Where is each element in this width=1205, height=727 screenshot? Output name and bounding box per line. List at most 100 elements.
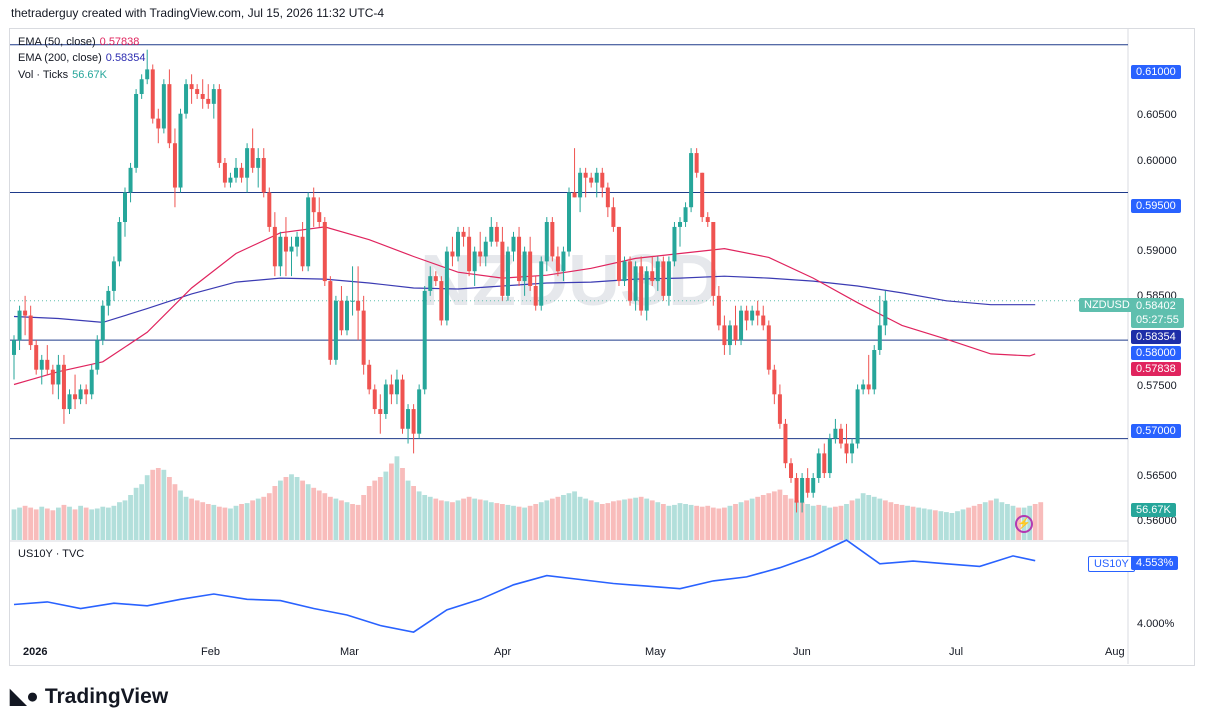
last-price-badge: 0.58402 05:27:55 <box>1131 298 1184 328</box>
volume-bar <box>744 500 749 540</box>
volume-bar <box>738 502 744 540</box>
candle-body <box>23 310 28 316</box>
volume-bar <box>494 503 500 540</box>
candle-body <box>106 290 111 306</box>
volume-bar <box>655 502 661 540</box>
volume-bar <box>916 507 922 540</box>
candle-body <box>483 241 488 257</box>
volume-bar <box>1010 505 1016 540</box>
volume-bar <box>155 468 161 540</box>
price-tick: 0.56500 <box>1137 470 1177 482</box>
candle-body <box>850 443 855 454</box>
candle-body <box>539 261 544 306</box>
volume-bar <box>749 498 755 540</box>
candle-body <box>422 290 427 390</box>
volume-bar <box>150 469 156 540</box>
volume-bar <box>361 495 367 540</box>
candle-body <box>239 167 244 178</box>
volume-bar <box>905 505 910 540</box>
candle-body <box>12 340 16 355</box>
candle-body <box>361 310 366 365</box>
legend-ema200[interactable]: EMA (200, close) 0.58354 <box>18 52 146 64</box>
candle-body <box>611 207 616 227</box>
candle-body <box>661 261 666 296</box>
volume-bar <box>100 506 106 540</box>
candle-body <box>478 251 483 257</box>
candle-body <box>222 162 227 183</box>
candle-body <box>95 340 100 370</box>
candle-body <box>505 251 510 296</box>
candle-body <box>838 428 843 444</box>
legend-volume[interactable]: Vol · Ticks 56.67K <box>18 69 107 81</box>
candle-body <box>722 325 727 346</box>
volume-bar <box>94 508 100 540</box>
candle-body <box>289 246 294 252</box>
candle-body <box>306 197 311 267</box>
candle-body <box>522 251 527 282</box>
candle-body <box>855 389 860 444</box>
legend-ema50[interactable]: EMA (50, close) 0.57838 <box>18 36 139 48</box>
volume-bar <box>466 496 472 540</box>
volume-bar <box>411 486 416 540</box>
volume-bar <box>67 506 72 540</box>
candle-body <box>322 222 327 282</box>
candle-body <box>622 261 627 282</box>
ema200-badge: 0.58354 <box>1131 330 1181 344</box>
candle-body <box>167 84 172 144</box>
volume-bar <box>394 456 400 540</box>
candle-body <box>678 222 682 227</box>
volume-bar <box>216 506 222 540</box>
time-tick: Jun <box>793 646 811 658</box>
volume-bar <box>11 509 17 540</box>
volume-bar <box>327 496 333 540</box>
volume-bar <box>572 491 577 540</box>
candle-body <box>189 84 194 90</box>
volume-bar <box>305 484 311 540</box>
volume-bar <box>805 504 811 540</box>
tradingview-logo[interactable]: ◣● TradingView <box>10 684 168 709</box>
volume-bar <box>83 507 89 540</box>
legend-ema50-label: EMA (50, close) <box>18 36 96 48</box>
volume-bar <box>1038 502 1044 540</box>
volume-bar <box>882 500 888 540</box>
candle-body <box>311 197 316 213</box>
volume-bar <box>117 502 122 540</box>
candle-body <box>689 153 694 208</box>
volume-bar <box>849 500 855 540</box>
candle-body <box>583 172 588 178</box>
volume-bar <box>644 498 650 540</box>
candle-body <box>267 192 272 227</box>
chart-attribution: thetraderguy created with TradingView.co… <box>11 6 385 20</box>
volume-bar <box>527 505 533 540</box>
volume-bar <box>727 505 733 540</box>
volume-bar <box>422 495 428 540</box>
volume-bar <box>205 504 211 540</box>
volume-bar <box>200 502 206 540</box>
volume-bar <box>272 486 278 540</box>
lightning-icon[interactable]: ⚡ <box>1015 515 1033 533</box>
candle-body <box>406 409 411 429</box>
candle-body <box>200 94 205 99</box>
volume-bar <box>78 505 83 540</box>
volume-bar <box>616 500 622 540</box>
volume-bar <box>344 502 350 540</box>
candle-body <box>700 172 705 218</box>
candle-body <box>389 384 394 395</box>
candle-body <box>444 251 449 321</box>
candle-body <box>217 89 222 163</box>
volume-bar <box>122 500 128 540</box>
volume-bar <box>777 489 783 540</box>
volume-bar <box>488 502 494 540</box>
candle-body <box>594 172 599 183</box>
candle-body <box>295 236 300 247</box>
volume-bar <box>33 509 39 540</box>
candle-body <box>50 369 55 385</box>
candle-body <box>150 69 155 119</box>
volume-bar <box>599 504 605 540</box>
volume-bar <box>577 496 583 540</box>
candle-body <box>555 256 560 272</box>
volume-bar <box>871 496 877 540</box>
volume-bar <box>483 500 489 540</box>
volume-bar <box>932 510 938 540</box>
